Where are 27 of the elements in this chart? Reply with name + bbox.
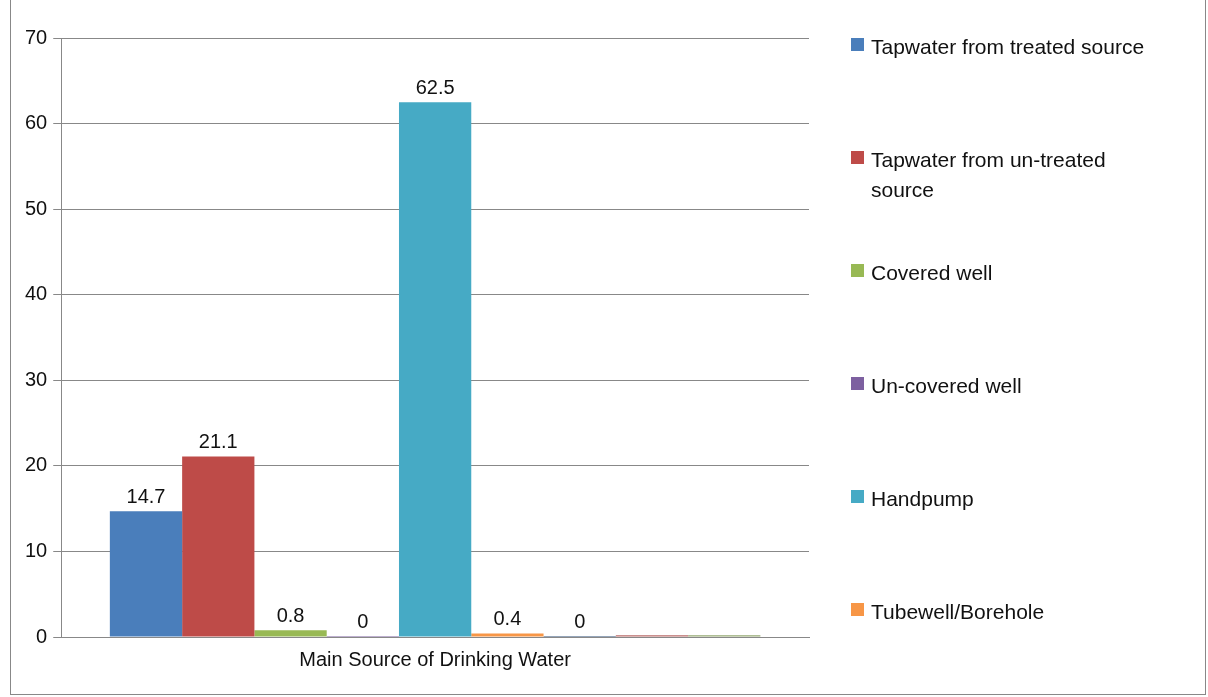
bar (254, 630, 327, 637)
data-label: 62.5 (415, 75, 455, 98)
y-tick-label: 20 (25, 453, 48, 476)
y-tick-label: 50 (25, 196, 48, 219)
y-tick-label: 0 (36, 624, 48, 647)
data-label: 21.1 (198, 429, 238, 452)
x-tick-label: Main Source of Drinking Water (299, 647, 572, 670)
y-tick-label: 40 (25, 282, 48, 305)
y-tick-label: 10 (25, 538, 48, 561)
data-label: 0 (574, 609, 586, 632)
data-label: 0 (357, 609, 369, 632)
y-tick-label: 60 (25, 111, 48, 134)
y-tick-label: 30 (25, 367, 48, 390)
legend-label: Covered well (871, 260, 993, 286)
bar (471, 633, 544, 637)
y-tick-label: 70 (25, 25, 48, 48)
legend-label: Un-covered well (871, 373, 1022, 399)
bar (182, 456, 255, 637)
data-label: 0.8 (276, 603, 305, 626)
data-label: 14.7 (126, 484, 166, 507)
data-label: 0.4 (493, 607, 522, 630)
legend-label: Tapwater from un-treated source (871, 147, 1107, 204)
legend-label: Tapwater from treated source (871, 34, 1145, 60)
legend-label: Tubewell/Borehole (871, 599, 1045, 625)
bar (398, 102, 472, 637)
legend-label: Handpump (871, 486, 974, 512)
bar (109, 511, 183, 637)
